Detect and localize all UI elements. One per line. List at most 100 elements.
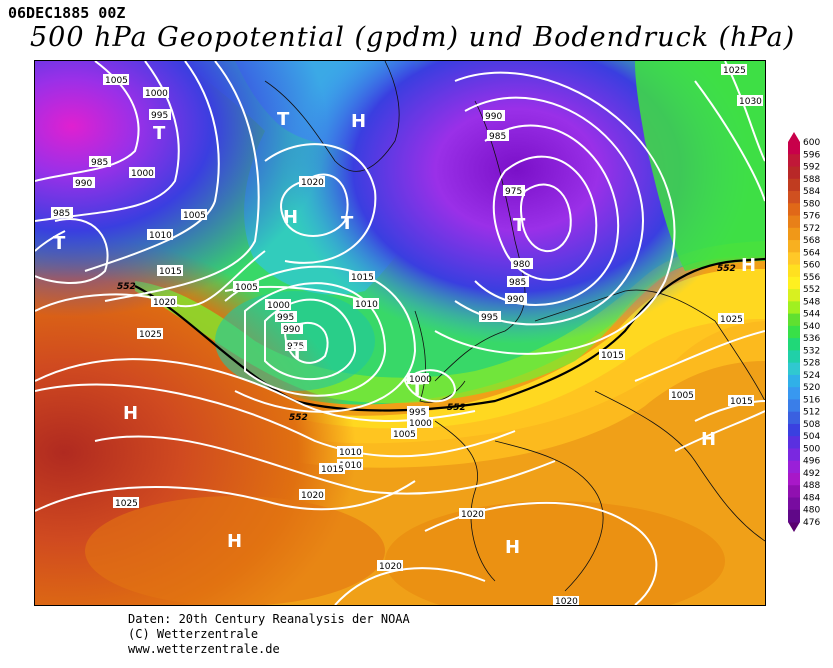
svg-text:1000: 1000: [145, 89, 168, 99]
svg-text:1010: 1010: [339, 461, 362, 471]
isobar-label: 995: [275, 311, 297, 323]
isobar-label: 1005: [181, 209, 207, 221]
isobar-label: 990: [73, 177, 95, 189]
isobar-label: 1025: [137, 328, 163, 340]
colorbar-tick-label: 516: [803, 395, 820, 405]
svg-text:1005: 1005: [183, 211, 206, 221]
colorbar-tick-label: 540: [803, 322, 820, 332]
svg-text:1000: 1000: [409, 375, 432, 385]
colorbar-tick-label: 556: [803, 273, 820, 283]
colorbar-tick-label: 560: [803, 261, 820, 271]
svg-text:990: 990: [75, 179, 92, 189]
pressure-center-label: T: [291, 343, 304, 364]
svg-text:990: 990: [507, 295, 524, 305]
footer-credits: Daten: 20th Century Reanalysis der NOAA …: [128, 612, 410, 657]
svg-text:1000: 1000: [267, 301, 290, 311]
pressure-center-label: H: [283, 207, 298, 228]
colorbar-swatch: [788, 313, 800, 327]
svg-text:990: 990: [283, 325, 300, 335]
isobar-label: 985: [51, 207, 73, 219]
svg-text:990: 990: [485, 112, 502, 122]
height-label: 552: [289, 413, 308, 423]
isobar-label: 990: [483, 110, 505, 122]
height-label-group: 552 552 552 552: [117, 264, 736, 423]
colorbar-swatch: [788, 509, 800, 523]
colorbar-tick-label: 504: [803, 432, 820, 442]
colorbar-tick-label: 580: [803, 199, 820, 209]
pressure-center-label: T: [53, 233, 66, 254]
colorbar-swatch: [788, 203, 800, 217]
colorbar-swatch: [788, 191, 800, 204]
height-label: 552: [117, 282, 136, 292]
isobar-label: 985: [507, 276, 529, 288]
colorbar-tick-label: 524: [803, 371, 820, 381]
svg-text:1020: 1020: [461, 510, 484, 520]
svg-text:975: 975: [287, 342, 304, 352]
isobar-label: 1000: [265, 299, 291, 311]
isobar-label: 1015: [599, 349, 625, 361]
svg-text:1025: 1025: [723, 66, 746, 76]
colorbar-tick-label: 600: [803, 138, 820, 148]
colorbar-tick-label: 476: [803, 518, 820, 528]
pressure-center-label: H: [351, 111, 366, 132]
svg-text:1000: 1000: [409, 419, 432, 429]
svg-text:1030: 1030: [739, 97, 762, 107]
colorbar-tick-label: 528: [803, 359, 820, 369]
svg-text:1025: 1025: [139, 330, 162, 340]
colorbar-top-arrow: [788, 132, 800, 142]
svg-text:985: 985: [53, 209, 70, 219]
svg-text:980: 980: [513, 260, 530, 270]
isobar-label: 1000: [143, 87, 169, 99]
footer-copyright: (C) Wetterzentrale: [128, 627, 259, 641]
colorbar-swatch: [788, 142, 800, 155]
isobar-label: 1010: [337, 459, 363, 471]
colorbar-swatch: [788, 215, 800, 229]
svg-text:995: 995: [151, 111, 168, 121]
colorbar-tick-label: 552: [803, 285, 820, 295]
colorbar-swatch: [788, 301, 800, 315]
colorbar-swatch: [788, 497, 800, 511]
colorbar-tick-labels: 600 596 592 588 584 580 576 572 568 564 560 556 552 5…: [803, 138, 820, 528]
colorbar-swatch: [788, 423, 800, 437]
isobar-label: 1020: [459, 508, 485, 520]
colorbar-swatch: [788, 338, 800, 351]
colorbar-swatch: [788, 436, 800, 449]
coastlines: [264, 61, 765, 592]
colorbar-tick-label: 576: [803, 212, 820, 222]
isobar-label: 1015: [157, 265, 183, 277]
pressure-center-group: T T H H T T T T H H H T H H: [53, 109, 756, 558]
isobar-label: 1020: [377, 560, 403, 572]
isobar-label: 1025: [718, 313, 744, 325]
svg-text:1005: 1005: [105, 76, 128, 86]
isobar-label: 1005: [103, 74, 129, 86]
isobar-label: 1020: [553, 596, 579, 605]
colorbar-swatch: [788, 289, 800, 302]
isobar-label: 1010: [337, 446, 363, 458]
isobar-label: 1000: [129, 167, 155, 179]
isobar-label: 1020: [151, 296, 177, 308]
pressure-center-label: T: [513, 215, 526, 236]
pressure-center-label: H: [123, 403, 138, 424]
pressure-center-label: T: [153, 123, 166, 144]
isobar-label: 1010: [353, 298, 379, 310]
isobar-label: 1020: [299, 489, 325, 501]
colorbar-swatch: [788, 460, 800, 474]
colorbar-tick-label: 512: [803, 408, 820, 418]
colorbar-swatch: [788, 178, 800, 192]
pressure-center-label: H: [227, 531, 242, 552]
pressure-center-label: H: [741, 255, 756, 276]
colorbar-tick-label: 488: [803, 481, 820, 491]
map-timestamp: 06DEC1885 00Z: [8, 4, 126, 22]
colorbar-tick-label: 508: [803, 420, 820, 430]
colorbar-swatch: [788, 448, 800, 462]
colorbar-tick-label: 496: [803, 457, 820, 467]
isobar-label: 1000: [407, 373, 432, 385]
colorbar-tick-label: 548: [803, 297, 820, 307]
colorbar-tick-label: 588: [803, 175, 820, 185]
colorbar-tick-label: 584: [803, 187, 820, 197]
colorbar-tick-label: 480: [803, 506, 820, 516]
svg-text:995: 995: [409, 408, 426, 418]
colorbar-swatch: [788, 252, 800, 266]
isobar-label: 1025: [721, 64, 747, 76]
svg-text:1020: 1020: [153, 298, 176, 308]
